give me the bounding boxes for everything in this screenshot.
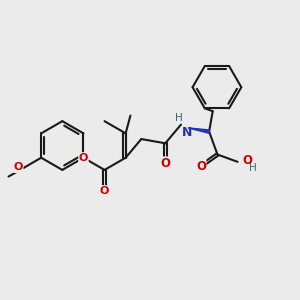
Text: O: O [242, 154, 252, 167]
Polygon shape [188, 128, 209, 133]
Text: N: N [182, 126, 193, 139]
Text: O: O [14, 162, 23, 172]
Text: O: O [160, 157, 170, 170]
Text: H: H [249, 163, 257, 173]
Text: O: O [100, 186, 109, 196]
Text: O: O [196, 160, 206, 172]
Text: H: H [175, 113, 182, 123]
Text: O: O [79, 153, 88, 163]
